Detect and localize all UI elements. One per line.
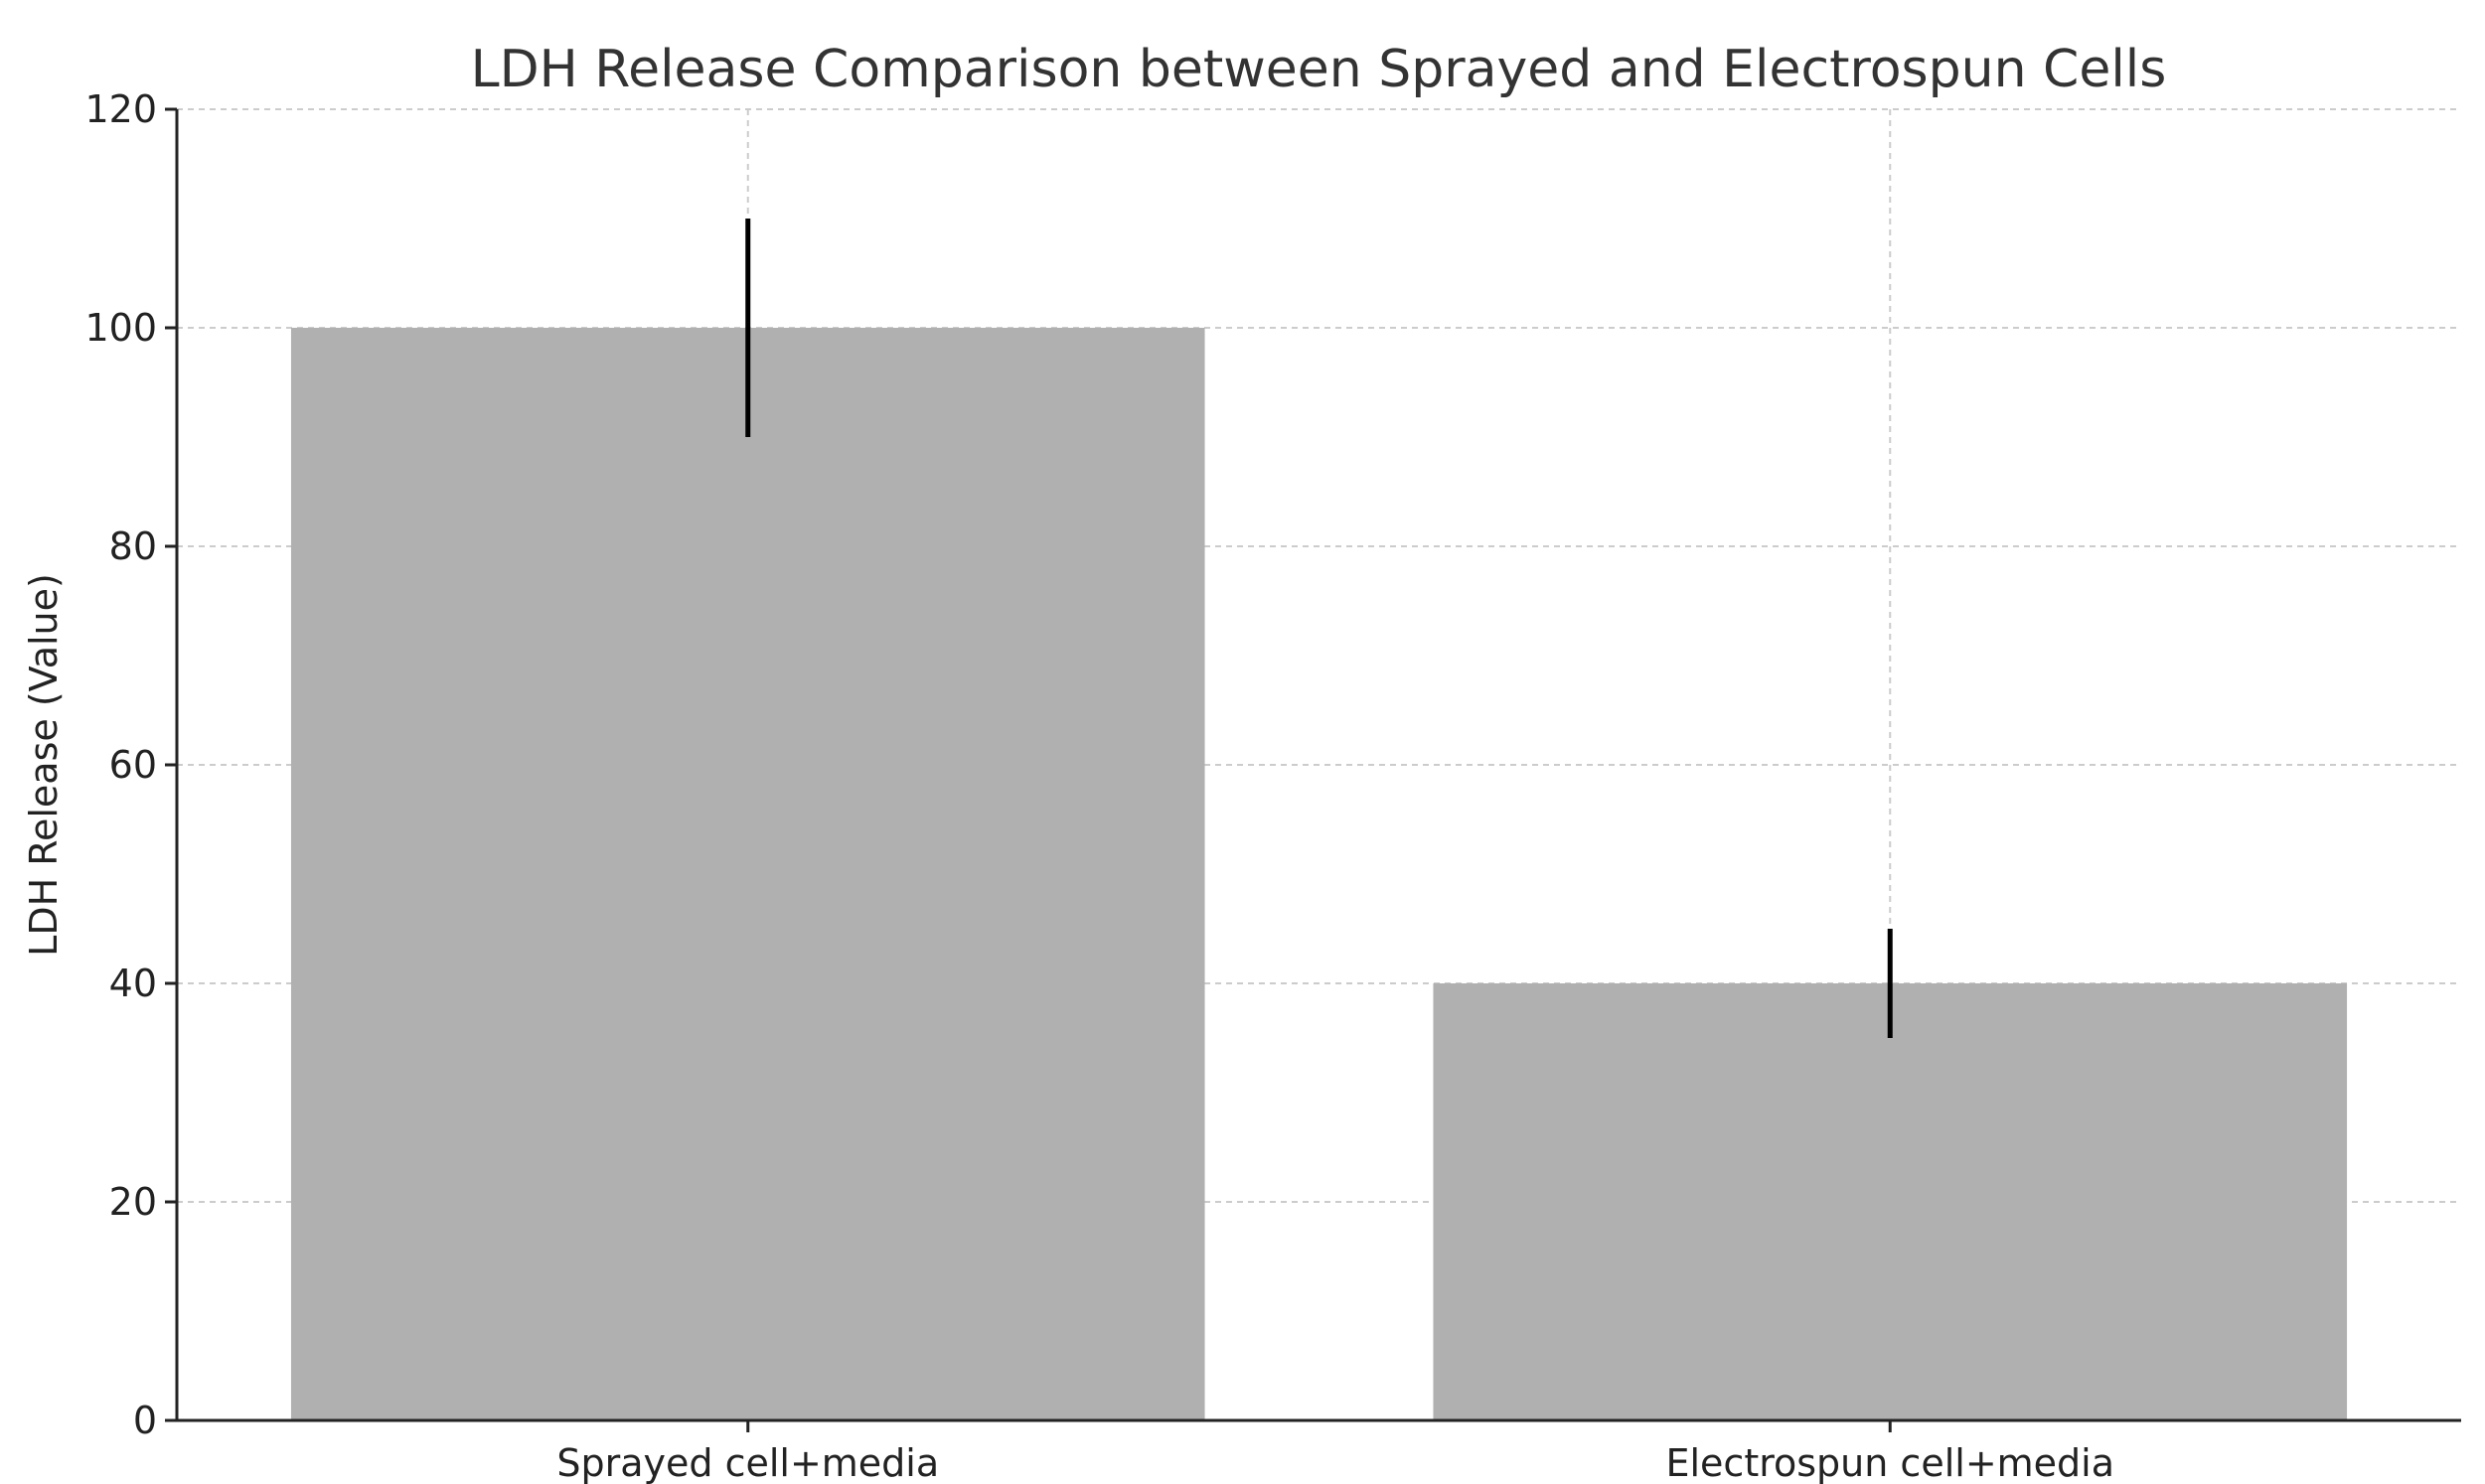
bar-0 [290,328,1205,1420]
y-tick-label-3: 60 [109,743,157,787]
x-tick-label-1: Electrospun cell+media [1665,1441,2114,1484]
y-tick-label-4: 80 [109,524,157,568]
bar-1 [1433,983,2348,1420]
bars [290,328,2348,1420]
error-bars [745,219,1893,1038]
y-tick-label-2: 40 [109,962,157,1005]
y-tick-label-5: 100 [84,306,157,350]
y-tick-label-1: 20 [109,1180,157,1224]
y-tick-label-0: 0 [133,1399,157,1442]
x-tick-label-0: Sprayed cell+media [556,1441,939,1484]
x-axis-ticks: Sprayed cell+media Electrospun cell+media [556,1420,2114,1484]
y-axis-ticks: 0 20 40 60 80 100 120 [84,87,177,1442]
chart-title: LDH Release Comparison between Sprayed a… [471,40,2167,99]
y-axis-label: LDH Release (Value) [22,573,66,957]
y-tick-label-6: 120 [84,87,157,131]
